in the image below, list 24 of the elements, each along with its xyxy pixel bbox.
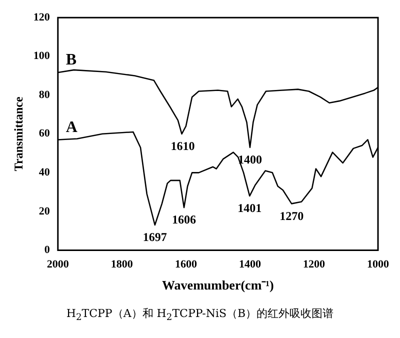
annotation: 1401 (238, 201, 262, 216)
series-label: B (66, 52, 77, 69)
x-tick-label: 2000 (46, 258, 70, 271)
y-tick-label: 100 (33, 50, 50, 62)
x-tick-label: 1600 (174, 258, 198, 271)
x-tick-label: 1000 (367, 258, 390, 271)
annotation: 1606 (172, 212, 196, 227)
y-tick-label: 0 (44, 244, 50, 256)
annotation: 1270 (280, 208, 304, 223)
y-tick-label: 40 (38, 166, 50, 179)
annotation: 1610 (170, 138, 195, 153)
text: H$_{2}$TCPP（A）和 H$_{2}$TCPP-NiS（B）的红外吸收图谱 (65, 306, 335, 324)
x-tick-label: 1800 (110, 258, 134, 271)
annotation: 1400 (238, 152, 262, 167)
y-tick-label: 20 (38, 205, 50, 218)
series-label: A (66, 118, 78, 136)
x-tick-label: 1200 (302, 258, 326, 271)
annotation: 1697 (142, 230, 167, 244)
x-tick-label: 1400 (238, 258, 262, 271)
x-axis-title: Wavemumber(cm⁻¹) (162, 278, 274, 293)
y-tick-label: 120 (33, 11, 50, 24)
y-tick-label: 80 (38, 88, 50, 101)
y-axis-title: Transmittance (11, 96, 26, 172)
y-tick-label: 60 (38, 128, 50, 140)
